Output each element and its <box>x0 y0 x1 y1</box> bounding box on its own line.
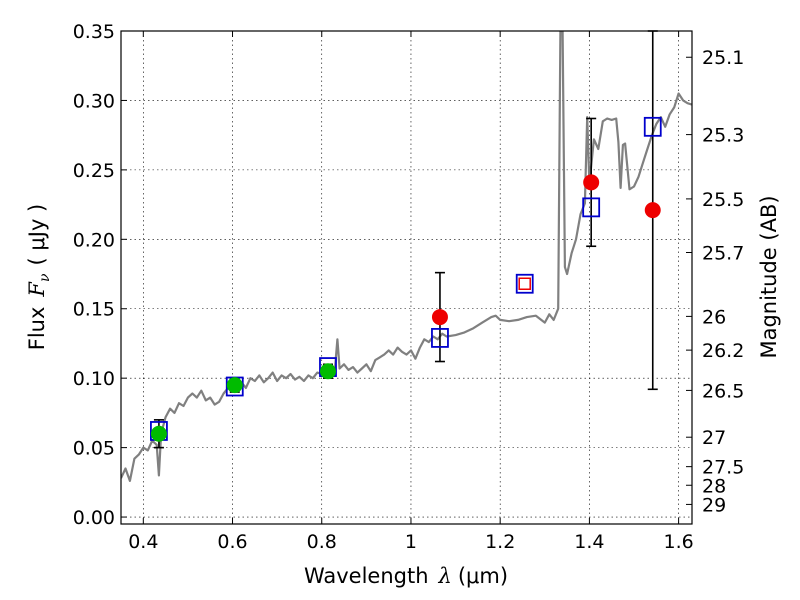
y-tick-label: 0.30 <box>73 90 115 112</box>
red-detection-point <box>583 174 600 191</box>
tick-layer: 0.4 0.6 0.8 1 1.2 1.4 1.6 0.00 0.05 0.10 0.15 0.20 0… <box>73 21 745 553</box>
model-photometry-square <box>582 197 601 218</box>
y-tick-label: 0.35 <box>73 21 115 43</box>
y-axis-label-symbol: F <box>25 281 49 298</box>
mag-tick-label: 29 <box>702 494 726 516</box>
y-tick-label: 0.10 <box>73 368 115 390</box>
y-axis-label: Flux Fν ( μJy ) <box>25 204 53 350</box>
x-tick-label: 1 <box>405 531 417 553</box>
plot-frame <box>120 30 693 525</box>
mag-tick-label: 28 <box>702 475 726 497</box>
model-photometry-square <box>431 328 449 348</box>
x-tick-label: 0.6 <box>217 531 247 553</box>
model-photometry-square <box>515 273 534 294</box>
x-axis-label-symbol: λ <box>438 564 452 588</box>
x-tick-label: 0.8 <box>307 531 337 553</box>
x-axis-label-unit: (μm) <box>458 564 508 588</box>
y-axis-label-subscript: ν <box>37 273 53 282</box>
grid-layer <box>121 30 692 524</box>
x-tick-label: 0.4 <box>128 531 158 553</box>
y-axis-label-prefix: Flux <box>25 307 49 351</box>
mag-tick-label: 26 <box>702 306 726 328</box>
y2-axis-label: Magnitude (AB) <box>757 195 781 358</box>
mag-tick-label: 26.5 <box>702 380 744 402</box>
mag-tick-label: 25.3 <box>702 125 744 147</box>
mag-tick-label: 27.5 <box>702 457 744 479</box>
data-layer <box>121 31 692 482</box>
green-detection-point <box>226 377 243 394</box>
mag-tick-label: 27 <box>702 427 726 449</box>
y-tick-label: 0.25 <box>73 160 115 182</box>
x-axis-label-prefix: Wavelength <box>304 564 429 588</box>
mag-tick-label: 26.2 <box>702 340 744 362</box>
model-photometry-square <box>643 116 662 137</box>
spectrum-line <box>121 31 692 482</box>
green-detection-point <box>150 425 167 442</box>
x-axis-label: Wavelength λ (μm) <box>304 564 508 588</box>
x-tick-label: 1.6 <box>664 531 694 553</box>
green-detection-point <box>319 363 336 380</box>
y-tick-label: 0.15 <box>73 299 115 321</box>
y-tick-label: 0.05 <box>73 438 115 460</box>
y-tick-label: 0.20 <box>73 229 115 251</box>
y-axis-label-unit: ( μJy ) <box>25 204 49 266</box>
x-tick-label: 1.2 <box>485 531 515 553</box>
red-detection-point <box>644 202 661 219</box>
x-tick-label: 1.4 <box>574 531 604 553</box>
y-tick-label: 0.00 <box>73 507 115 529</box>
mag-tick-label: 25.7 <box>702 243 744 265</box>
mag-tick-label: 25.1 <box>702 47 744 69</box>
upper-limit-square <box>518 277 531 290</box>
red-detection-point <box>431 309 448 326</box>
mag-tick-label: 25.5 <box>702 189 744 211</box>
